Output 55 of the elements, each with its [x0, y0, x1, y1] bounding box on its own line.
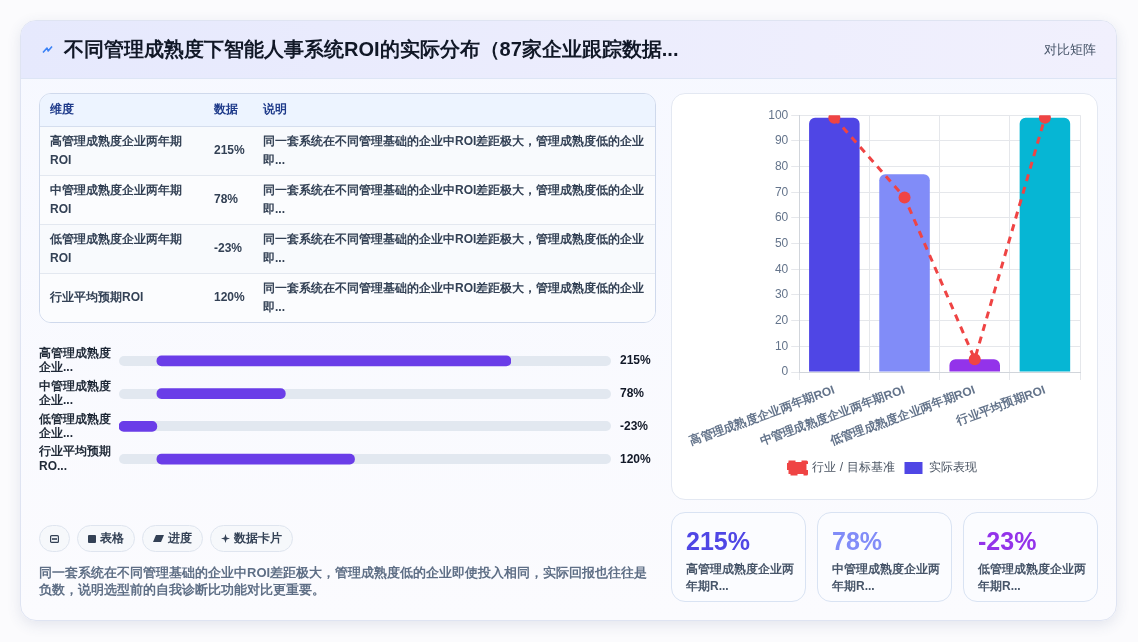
text: 215%	[204, 126, 253, 175]
text: 同一套系统在不同管理基础的企业中ROI差距极大，管理成熟度低的企业即...	[253, 224, 657, 273]
y-tick-label: 低管理成熟度企业...	[38, 411, 111, 440]
y-tick-label: 60	[774, 210, 789, 225]
y-tick-label: 10	[774, 338, 789, 353]
text: -23%	[978, 526, 1038, 556]
data-label: 78%	[620, 385, 645, 400]
y-tick-label: 90	[774, 133, 789, 148]
text: 120%	[204, 273, 253, 322]
text: 低管理成熟度企业两年期R...	[978, 561, 1087, 595]
text: 数据卡片	[234, 530, 282, 547]
y-tick-label: 30	[774, 287, 789, 302]
bar	[809, 117, 860, 372]
text: 不同管理成熟度下智能人事系统ROI的实际分布（87家企业跟踪数据...	[64, 37, 679, 62]
text: 对比矩阵	[1044, 41, 1096, 59]
text: 行业平均预期ROI	[40, 273, 204, 322]
text: 215%	[686, 526, 751, 556]
y-tick-label: 100	[768, 107, 789, 122]
text: 进度	[168, 530, 192, 547]
text: 说明	[253, 94, 657, 126]
text: 中管理成熟度企业两年期ROI	[40, 175, 204, 224]
point	[968, 353, 981, 366]
text: 低管理成熟度企业两年期ROI	[40, 224, 204, 273]
y-tick-label: 中管理成熟度企业...	[38, 378, 111, 408]
text: 维度	[40, 94, 204, 126]
text: 中管理成熟度企业两年期R...	[832, 561, 941, 595]
text: 78%	[204, 175, 253, 224]
legend-label: 实际表现	[928, 460, 977, 475]
data-label: 120%	[620, 451, 652, 466]
text: 同一套系统在不同管理基础的企业中ROI差距极大，管理成熟度低的企业即使投入相同，实际回报也往往是负数，说明选型前的自我诊断比功能对比更重要。	[39, 564, 649, 598]
y-tick-label: 50	[774, 235, 789, 250]
text: -23%	[204, 224, 253, 273]
y-tick-label: 高管理成熟度企业...	[38, 345, 111, 375]
data-label: 215%	[620, 353, 652, 368]
text: 78%	[832, 526, 884, 556]
text: 表格	[100, 530, 124, 547]
bar	[119, 421, 158, 432]
text: 同一套系统在不同管理基础的企业中ROI差距极大，管理成熟度低的企业即...	[253, 273, 657, 322]
y-tick-label: 0	[781, 364, 789, 379]
point	[898, 191, 911, 204]
y-tick-label: 80	[774, 158, 789, 173]
text: 高管理成熟度企业两年期R...	[686, 561, 795, 595]
y-tick-label: 70	[774, 184, 789, 199]
bar	[879, 174, 930, 372]
y-tick-label: 20	[774, 312, 789, 327]
bar	[1019, 117, 1071, 372]
data-label: -23%	[620, 418, 649, 433]
legend-label: 行业 / 目标基准	[812, 460, 895, 475]
y-tick-label: 行业平均预期RO...	[38, 444, 111, 473]
bar	[949, 359, 1000, 372]
text: 同一套系统在不同管理基础的企业中ROI差距极大，管理成熟度低的企业即...	[253, 175, 657, 224]
text: 数据	[204, 94, 253, 126]
text: 同一套系统在不同管理基础的企业中ROI差距极大，管理成熟度低的企业即...	[253, 126, 657, 175]
text: 高管理成熟度企业两年期ROI	[40, 126, 204, 175]
y-tick-label: 40	[774, 261, 789, 276]
